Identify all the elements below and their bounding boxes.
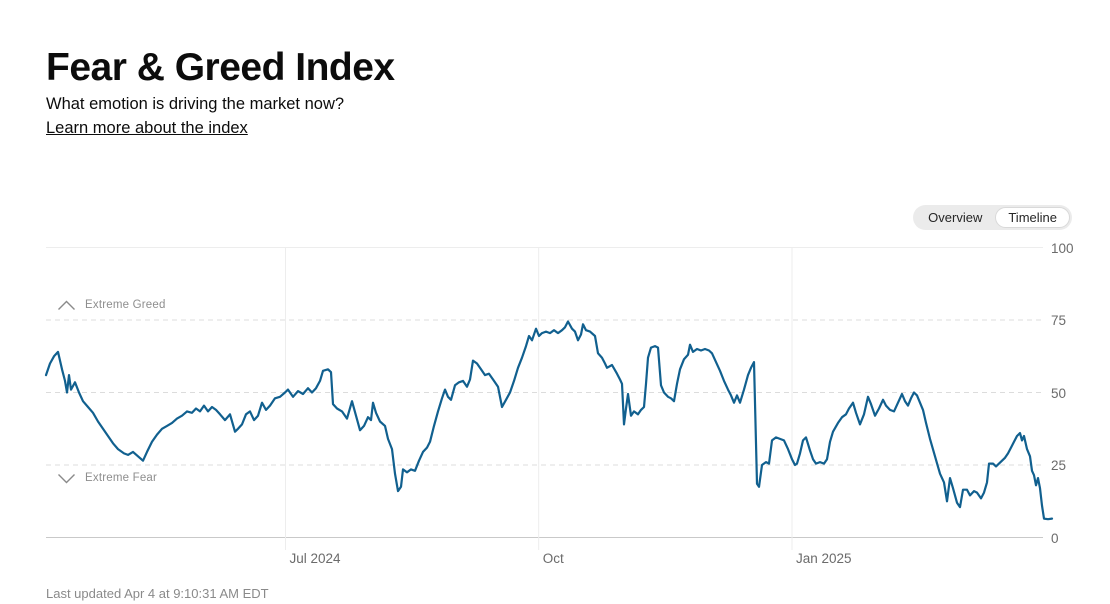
chevron-up-icon <box>58 300 75 310</box>
y-axis-tick-50: 50 <box>1051 385 1067 401</box>
fear-greed-chart: Extreme Greed Extreme Fear 0 25 50 75 100 Jul… <box>0 240 1110 570</box>
extreme-greed-label: Extreme Greed <box>85 299 166 311</box>
y-axis-tick-0: 0 <box>1051 530 1059 546</box>
x-axis-tick: Oct <box>542 551 564 566</box>
index-line <box>44 320 1054 521</box>
fear-greed-chart-canvas <box>44 247 1054 550</box>
x-axis-tick: Jan 2025 <box>796 551 852 566</box>
x-axis-tick: Jul 2024 <box>289 551 341 566</box>
page-title: Fear & Greed Index <box>46 46 395 90</box>
y-axis-tick-100: 100 <box>1051 240 1074 256</box>
extreme-fear-annotation: Extreme Fear <box>57 472 157 484</box>
learn-more-link[interactable]: Learn more about the index <box>46 119 248 137</box>
page-subtitle: What emotion is driving the market now? <box>46 95 345 113</box>
toggle-timeline-button[interactable]: Timeline <box>995 207 1070 228</box>
y-axis-tick-75: 75 <box>1051 313 1067 328</box>
last-updated-note: Last updated Apr 4 at 9:10:31 AM EDT <box>46 586 269 601</box>
extreme-fear-label: Extreme Fear <box>85 472 158 484</box>
chevron-down-icon <box>58 473 75 483</box>
toggle-overview-button[interactable]: Overview <box>915 207 995 228</box>
extreme-greed-annotation: Extreme Greed <box>57 299 166 311</box>
view-toggle: Overview Timeline <box>913 205 1072 230</box>
y-axis-tick-25: 25 <box>1051 458 1067 473</box>
